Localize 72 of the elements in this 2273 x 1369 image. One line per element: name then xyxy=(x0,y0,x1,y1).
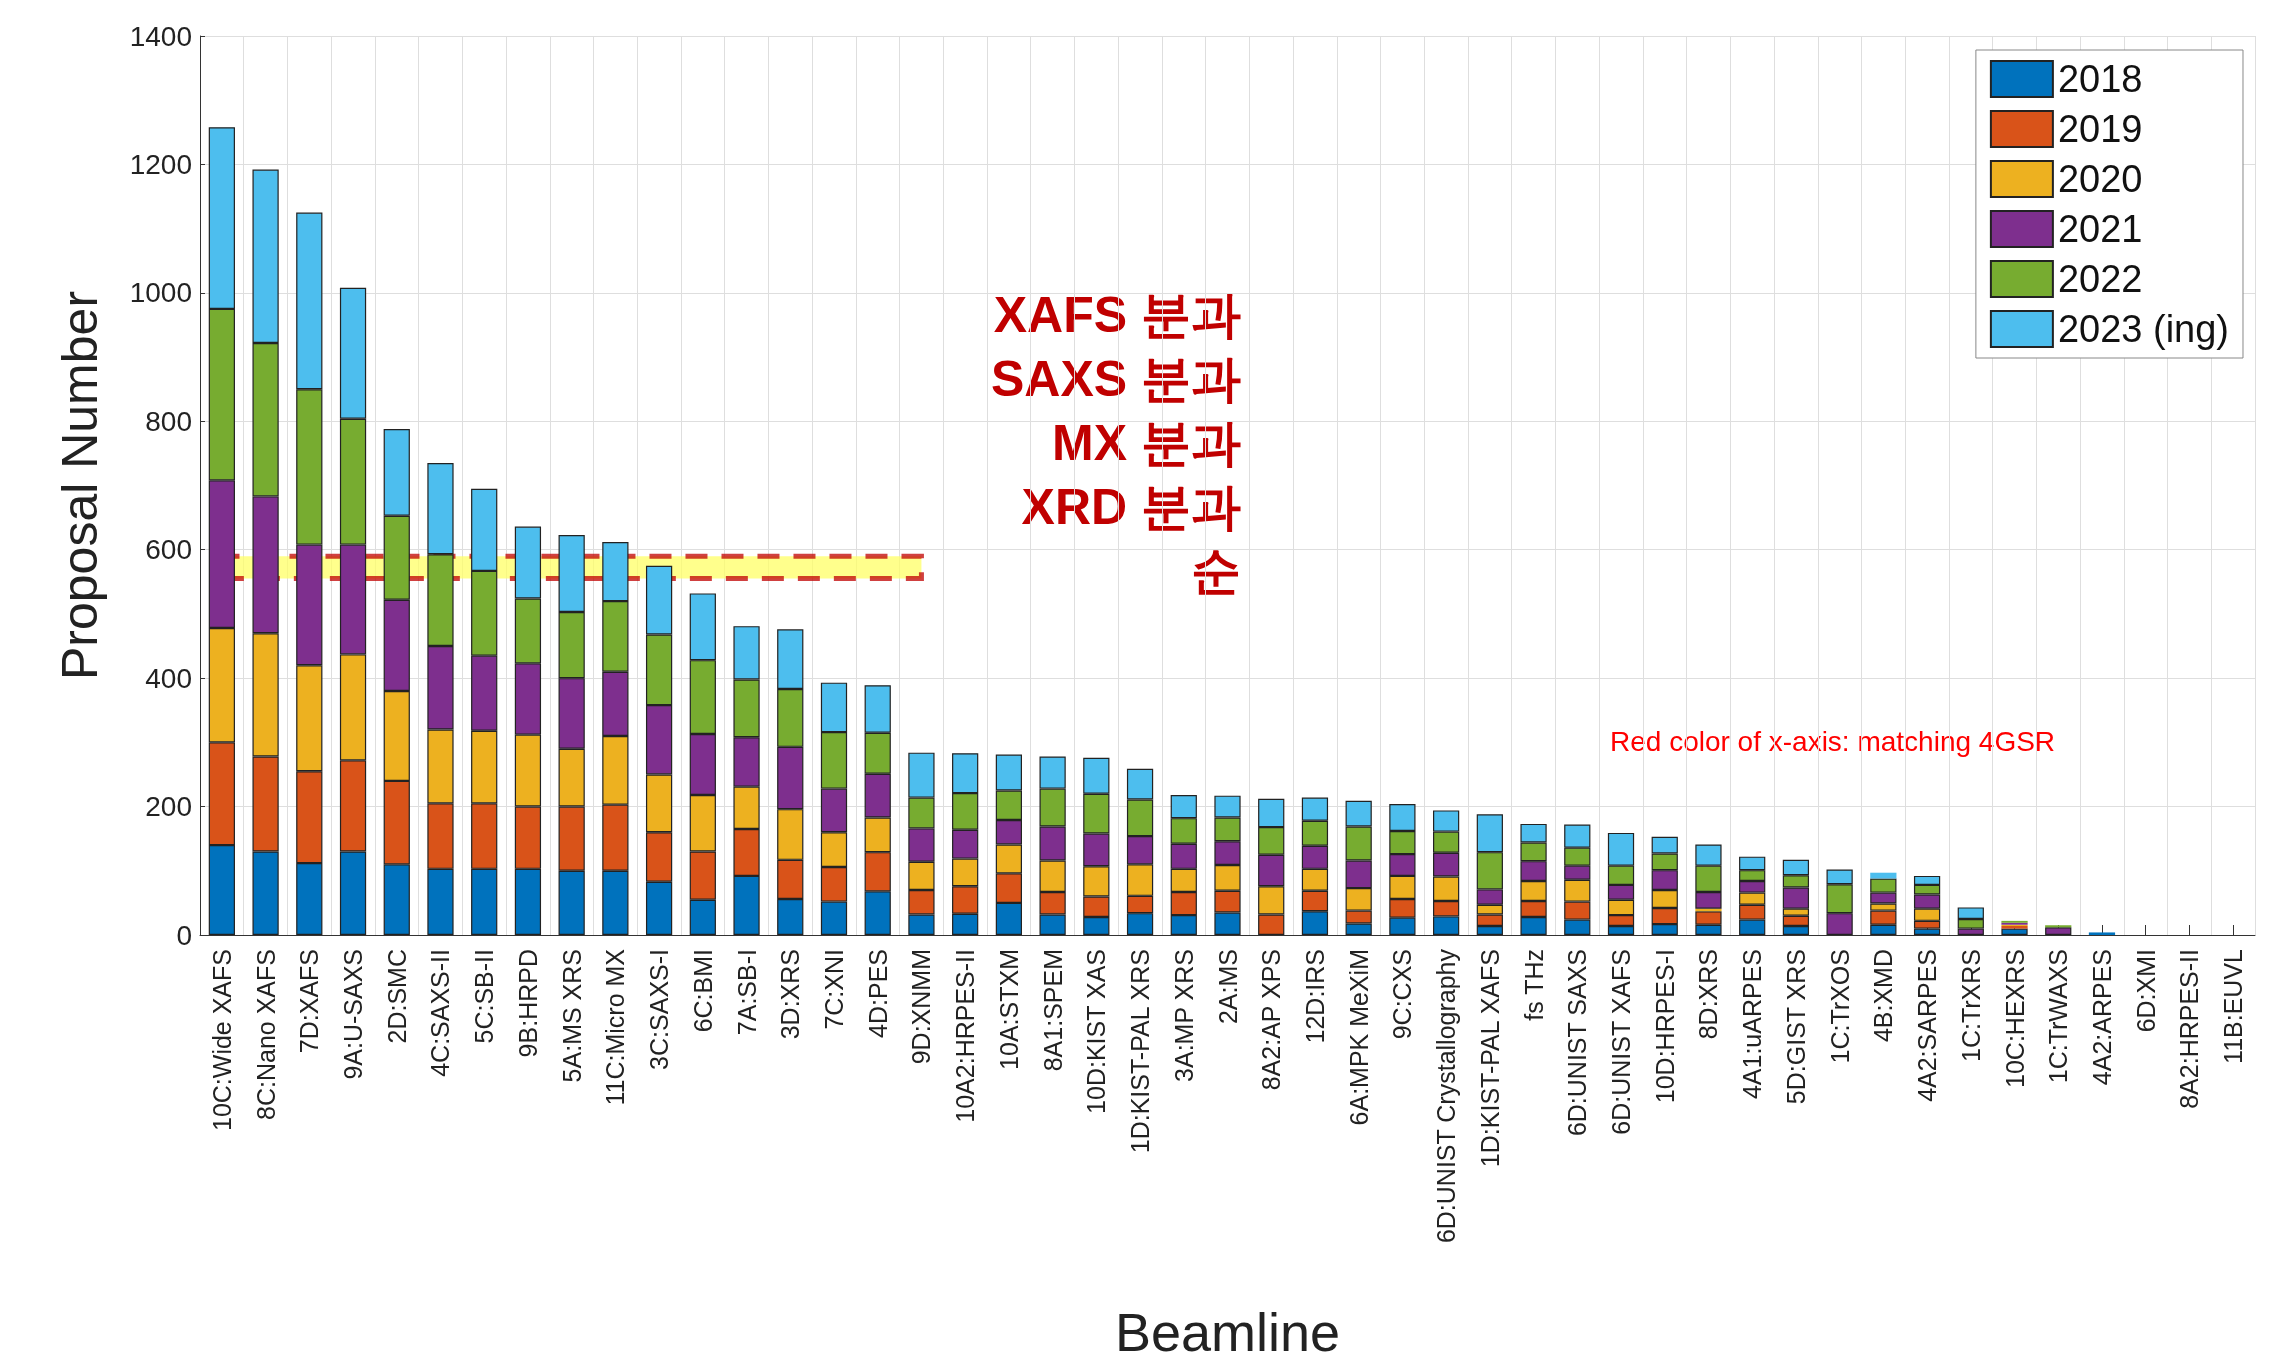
y-tick-label: 1200 xyxy=(129,148,192,180)
annotation: XAFS 분과 xyxy=(993,287,1241,343)
x-tick-label: 1D:KIST-PAL XRS xyxy=(1126,949,1155,1154)
legend-label: 2021 xyxy=(2057,208,2143,250)
x-tick-label: 9D:XNMM xyxy=(907,949,936,1065)
y-tick-label: 600 xyxy=(145,534,192,566)
x-tick-label: 6A:MPK MeXiM xyxy=(1344,949,1373,1126)
x-tick-label: 4C:SAXS-II xyxy=(426,949,455,1077)
y-axis-title: Proposal Number xyxy=(52,290,108,681)
x-tick-label: 2A:MS xyxy=(1213,949,1242,1025)
annotation: 순 xyxy=(1191,543,1241,599)
x-tick-label: 10C:Wide XAFS xyxy=(207,949,236,1132)
x-tick-label: 4A2:SARPES xyxy=(1913,949,1942,1102)
x-tick-label: 10A2:HRPES-II xyxy=(951,949,980,1123)
x-tick-label: 8D:XRS xyxy=(1694,949,1723,1040)
x-tick-label: 7D:XAFS xyxy=(295,949,324,1054)
x-tick-label: fs THz xyxy=(1519,949,1548,1021)
x-tick-label: 9C:CXS xyxy=(1388,949,1417,1040)
x-tick-label: 6D:UNIST Crystallography xyxy=(1432,948,1461,1244)
annotation: SAXS 분과 xyxy=(990,351,1241,407)
legend-label: 2022 xyxy=(2057,258,2143,300)
legend-label: 2018 xyxy=(2057,58,2143,100)
bar xyxy=(2088,932,2116,935)
x-tick-label: 9B:HRPD xyxy=(513,949,542,1058)
y-tick-label: 800 xyxy=(145,405,192,437)
x-tick-label: 1D:KIST-PAL XAFS xyxy=(1475,949,1504,1168)
bar xyxy=(2045,927,2072,935)
x-tick-label: 10D:KIST XAS xyxy=(1082,949,1111,1114)
x-tick-label: 6D:UNIST XAFS xyxy=(1607,949,1636,1135)
x-tick-label: 11C:Micro MX xyxy=(601,948,630,1106)
x-tick-label: 4A1:uARPES xyxy=(1738,949,1767,1100)
x-tick-label: 10C:HEXRS xyxy=(2000,949,2029,1088)
bar xyxy=(2001,928,2028,935)
x-tick-label: 11B:EUVL xyxy=(2219,948,2248,1064)
y-tick-label: 1400 xyxy=(129,20,192,52)
x-tick-label: 8A2:HRPES-II xyxy=(2175,949,2204,1109)
x-tick-label: 5D:GIST XRS xyxy=(1781,949,1810,1105)
x-tick-label: 2D:SMC xyxy=(382,949,411,1044)
annotation: MX 분과 xyxy=(1052,415,1241,471)
x-tick-label: 5C:SB-II xyxy=(470,949,499,1044)
x-tick-label: 4D:PES xyxy=(863,949,892,1038)
x-tick-label: 12D:IRS xyxy=(1300,949,1329,1044)
legend-label: 2023 (ing) xyxy=(2057,308,2230,350)
x-tick-label: 10A:STXM xyxy=(994,949,1023,1070)
x-tick-label: 5A:MS XRS xyxy=(557,949,586,1083)
x-tick-label: 3D:XRS xyxy=(776,949,805,1040)
x-tick-label: 6D:UNIST SAXS xyxy=(1563,949,1592,1137)
x-tick-label: 7C:XNI xyxy=(819,949,848,1030)
y-tick-label: 400 xyxy=(145,662,192,694)
annotation: Red color of x-axis: matching 4GSR xyxy=(1610,725,2056,757)
x-tick-label: 1C:TrXRS xyxy=(1956,949,1985,1062)
x-tick-label: 10D:HRPES-I xyxy=(1650,949,1679,1104)
x-tick-label: 4B:XMD xyxy=(1869,949,1898,1043)
y-tick-label: 200 xyxy=(145,791,192,823)
x-tick-label: 6D:XMI xyxy=(2131,949,2160,1033)
y-tick-label: 0 xyxy=(176,919,192,951)
annotation: XRD 분과 xyxy=(1021,479,1241,535)
y-tick-label: 1000 xyxy=(129,277,192,309)
x-tick-label: 1C:TrWAXS xyxy=(2044,949,2073,1084)
x-tick-label: 1C:TrXOS xyxy=(1825,949,1854,1064)
legend-label: 2020 xyxy=(2057,158,2143,200)
x-tick-label: 4A2:ARPES xyxy=(2087,949,2116,1086)
x-tick-label: 6C:BMI xyxy=(688,949,717,1033)
legend-label: 2019 xyxy=(2057,108,2143,150)
x-tick-label: 9A:U-SAXS xyxy=(339,949,368,1080)
x-tick-label: 3A:MP XRS xyxy=(1169,949,1198,1082)
x-tick-label: 3C:SAXS-I xyxy=(645,949,674,1070)
x-axis-title: Beamline xyxy=(1114,1302,1341,1362)
x-tick-label: 7A:SB-I xyxy=(732,949,761,1036)
x-tick-label: 8A2:AP XPS xyxy=(1257,949,1286,1091)
x-tick-label: 8A1:SPEM xyxy=(1038,949,1067,1072)
x-tick-label: 8C:Nano XAFS xyxy=(251,949,280,1120)
